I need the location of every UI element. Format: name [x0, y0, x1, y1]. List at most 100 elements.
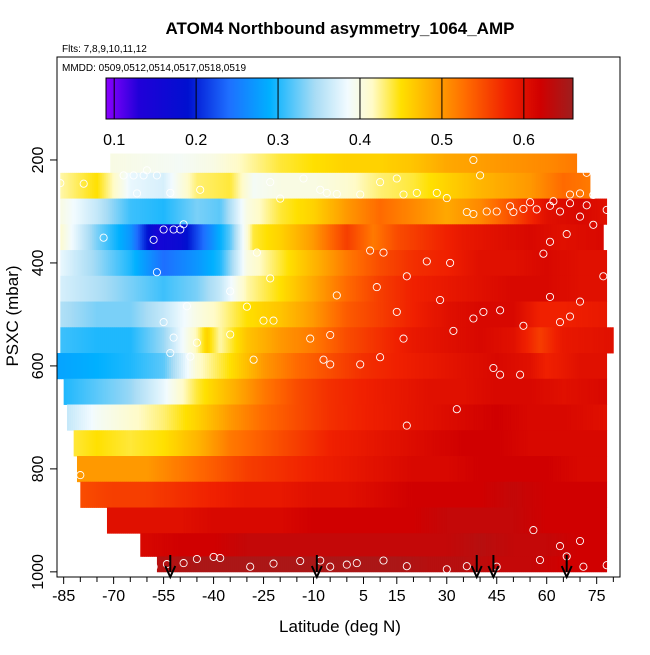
heatmap-cell — [306, 556, 310, 573]
heatmap-cell — [602, 275, 605, 302]
heatmap-cell — [404, 556, 408, 573]
heatmap-cell — [416, 224, 419, 251]
heatmap-cell — [106, 301, 109, 328]
heatmap-cell — [317, 378, 321, 405]
heatmap-cell — [402, 153, 405, 174]
heatmap-cell — [546, 327, 549, 354]
heatmap-cell — [415, 430, 419, 457]
heatmap-cell — [532, 481, 535, 508]
heatmap-cell — [146, 456, 150, 483]
heatmap-cell — [364, 301, 367, 328]
heatmap-cell — [326, 556, 330, 573]
heatmap-cell — [502, 198, 505, 225]
heatmap-cell — [446, 507, 450, 534]
heatmap-cell — [208, 224, 211, 251]
heatmap-cell — [361, 353, 364, 380]
heatmap-cell — [442, 198, 445, 225]
heatmap-cell — [358, 456, 362, 483]
heatmap-cell — [323, 353, 326, 380]
heatmap-cell — [468, 275, 471, 302]
heatmap-cell — [192, 275, 195, 302]
heatmap-cell — [170, 556, 174, 573]
heatmap-cell — [426, 327, 429, 354]
heatmap-cell — [540, 198, 543, 225]
heatmap-cell — [398, 172, 401, 199]
heatmap-cell — [278, 153, 281, 174]
heatmap-cell — [84, 404, 88, 431]
heatmap-cell — [256, 224, 259, 251]
heatmap-cell — [200, 224, 203, 251]
heatmap-cell — [354, 172, 357, 199]
heatmap-cell — [202, 533, 205, 557]
heatmap-cell — [184, 556, 188, 573]
heatmap-cell — [386, 301, 389, 328]
heatmap-cell — [606, 481, 608, 508]
heatmap-cell — [370, 533, 373, 557]
heatmap-cell — [606, 301, 608, 328]
heatmap-cell — [292, 481, 295, 508]
heatmap-cell — [455, 378, 459, 405]
heatmap-cell — [424, 224, 427, 251]
heatmap-cell — [237, 353, 240, 380]
heatmap-cell — [218, 481, 221, 508]
heatmap-cell — [448, 456, 452, 483]
heatmap-cell — [242, 301, 245, 328]
heatmap-cell — [206, 404, 210, 431]
heatmap-cell — [200, 153, 203, 174]
heatmap-cell — [232, 224, 235, 251]
heatmap-cell — [559, 353, 562, 380]
heatmap-cell — [430, 172, 433, 199]
heatmap-cell — [128, 404, 132, 431]
heatmap-cell — [346, 250, 349, 277]
heatmap-cell — [422, 224, 425, 251]
heatmap-cell — [183, 430, 187, 457]
heatmap-cell — [375, 430, 379, 457]
heatmap-cell — [460, 481, 463, 508]
heatmap-cell — [522, 533, 525, 557]
heatmap-cell — [584, 250, 587, 277]
heatmap-cell — [411, 430, 415, 457]
heatmap-cell — [594, 198, 597, 225]
heatmap-cell — [452, 301, 455, 328]
heatmap-cell — [344, 533, 347, 557]
heatmap-cell — [324, 153, 327, 174]
heatmap-cell — [388, 456, 392, 483]
heatmap-cell — [61, 353, 64, 380]
heatmap-cell — [224, 198, 227, 225]
heatmap-cell — [230, 507, 234, 534]
heatmap-cell — [554, 224, 557, 251]
heatmap-cell — [604, 275, 607, 302]
heatmap-cell — [135, 430, 139, 457]
heatmap-cell — [204, 533, 207, 557]
heatmap-cell — [147, 378, 151, 405]
heatmap-cell — [288, 507, 292, 534]
heatmap-cell — [575, 430, 579, 457]
heatmap-cell — [420, 250, 423, 277]
heatmap-cell — [116, 301, 119, 328]
heatmap-cell — [147, 353, 150, 380]
heatmap-cell — [474, 456, 478, 483]
observation-point — [342, 560, 351, 569]
heatmap-cell — [432, 224, 435, 251]
heatmap-cell — [166, 456, 170, 483]
heatmap-cell — [190, 481, 193, 508]
heatmap-cell — [568, 456, 572, 483]
heatmap-cell — [328, 507, 332, 534]
heatmap-cell — [483, 353, 486, 380]
heatmap-cell — [210, 556, 214, 573]
heatmap-cell — [463, 378, 467, 405]
heatmap-cell — [420, 481, 423, 508]
heatmap-cell — [72, 301, 75, 328]
heatmap-cell — [450, 481, 453, 508]
heatmap-cell — [94, 481, 97, 508]
heatmap-cell — [196, 250, 199, 277]
heatmap-cell — [267, 378, 271, 405]
heatmap-cell — [276, 507, 280, 534]
heatmap-cell — [282, 153, 285, 174]
heatmap-cell — [86, 301, 89, 328]
heatmap-cell — [302, 456, 306, 483]
observation-point — [442, 194, 451, 203]
heatmap-cell — [418, 507, 422, 534]
heatmap-cell — [274, 250, 277, 277]
heatmap-cell — [222, 250, 225, 277]
